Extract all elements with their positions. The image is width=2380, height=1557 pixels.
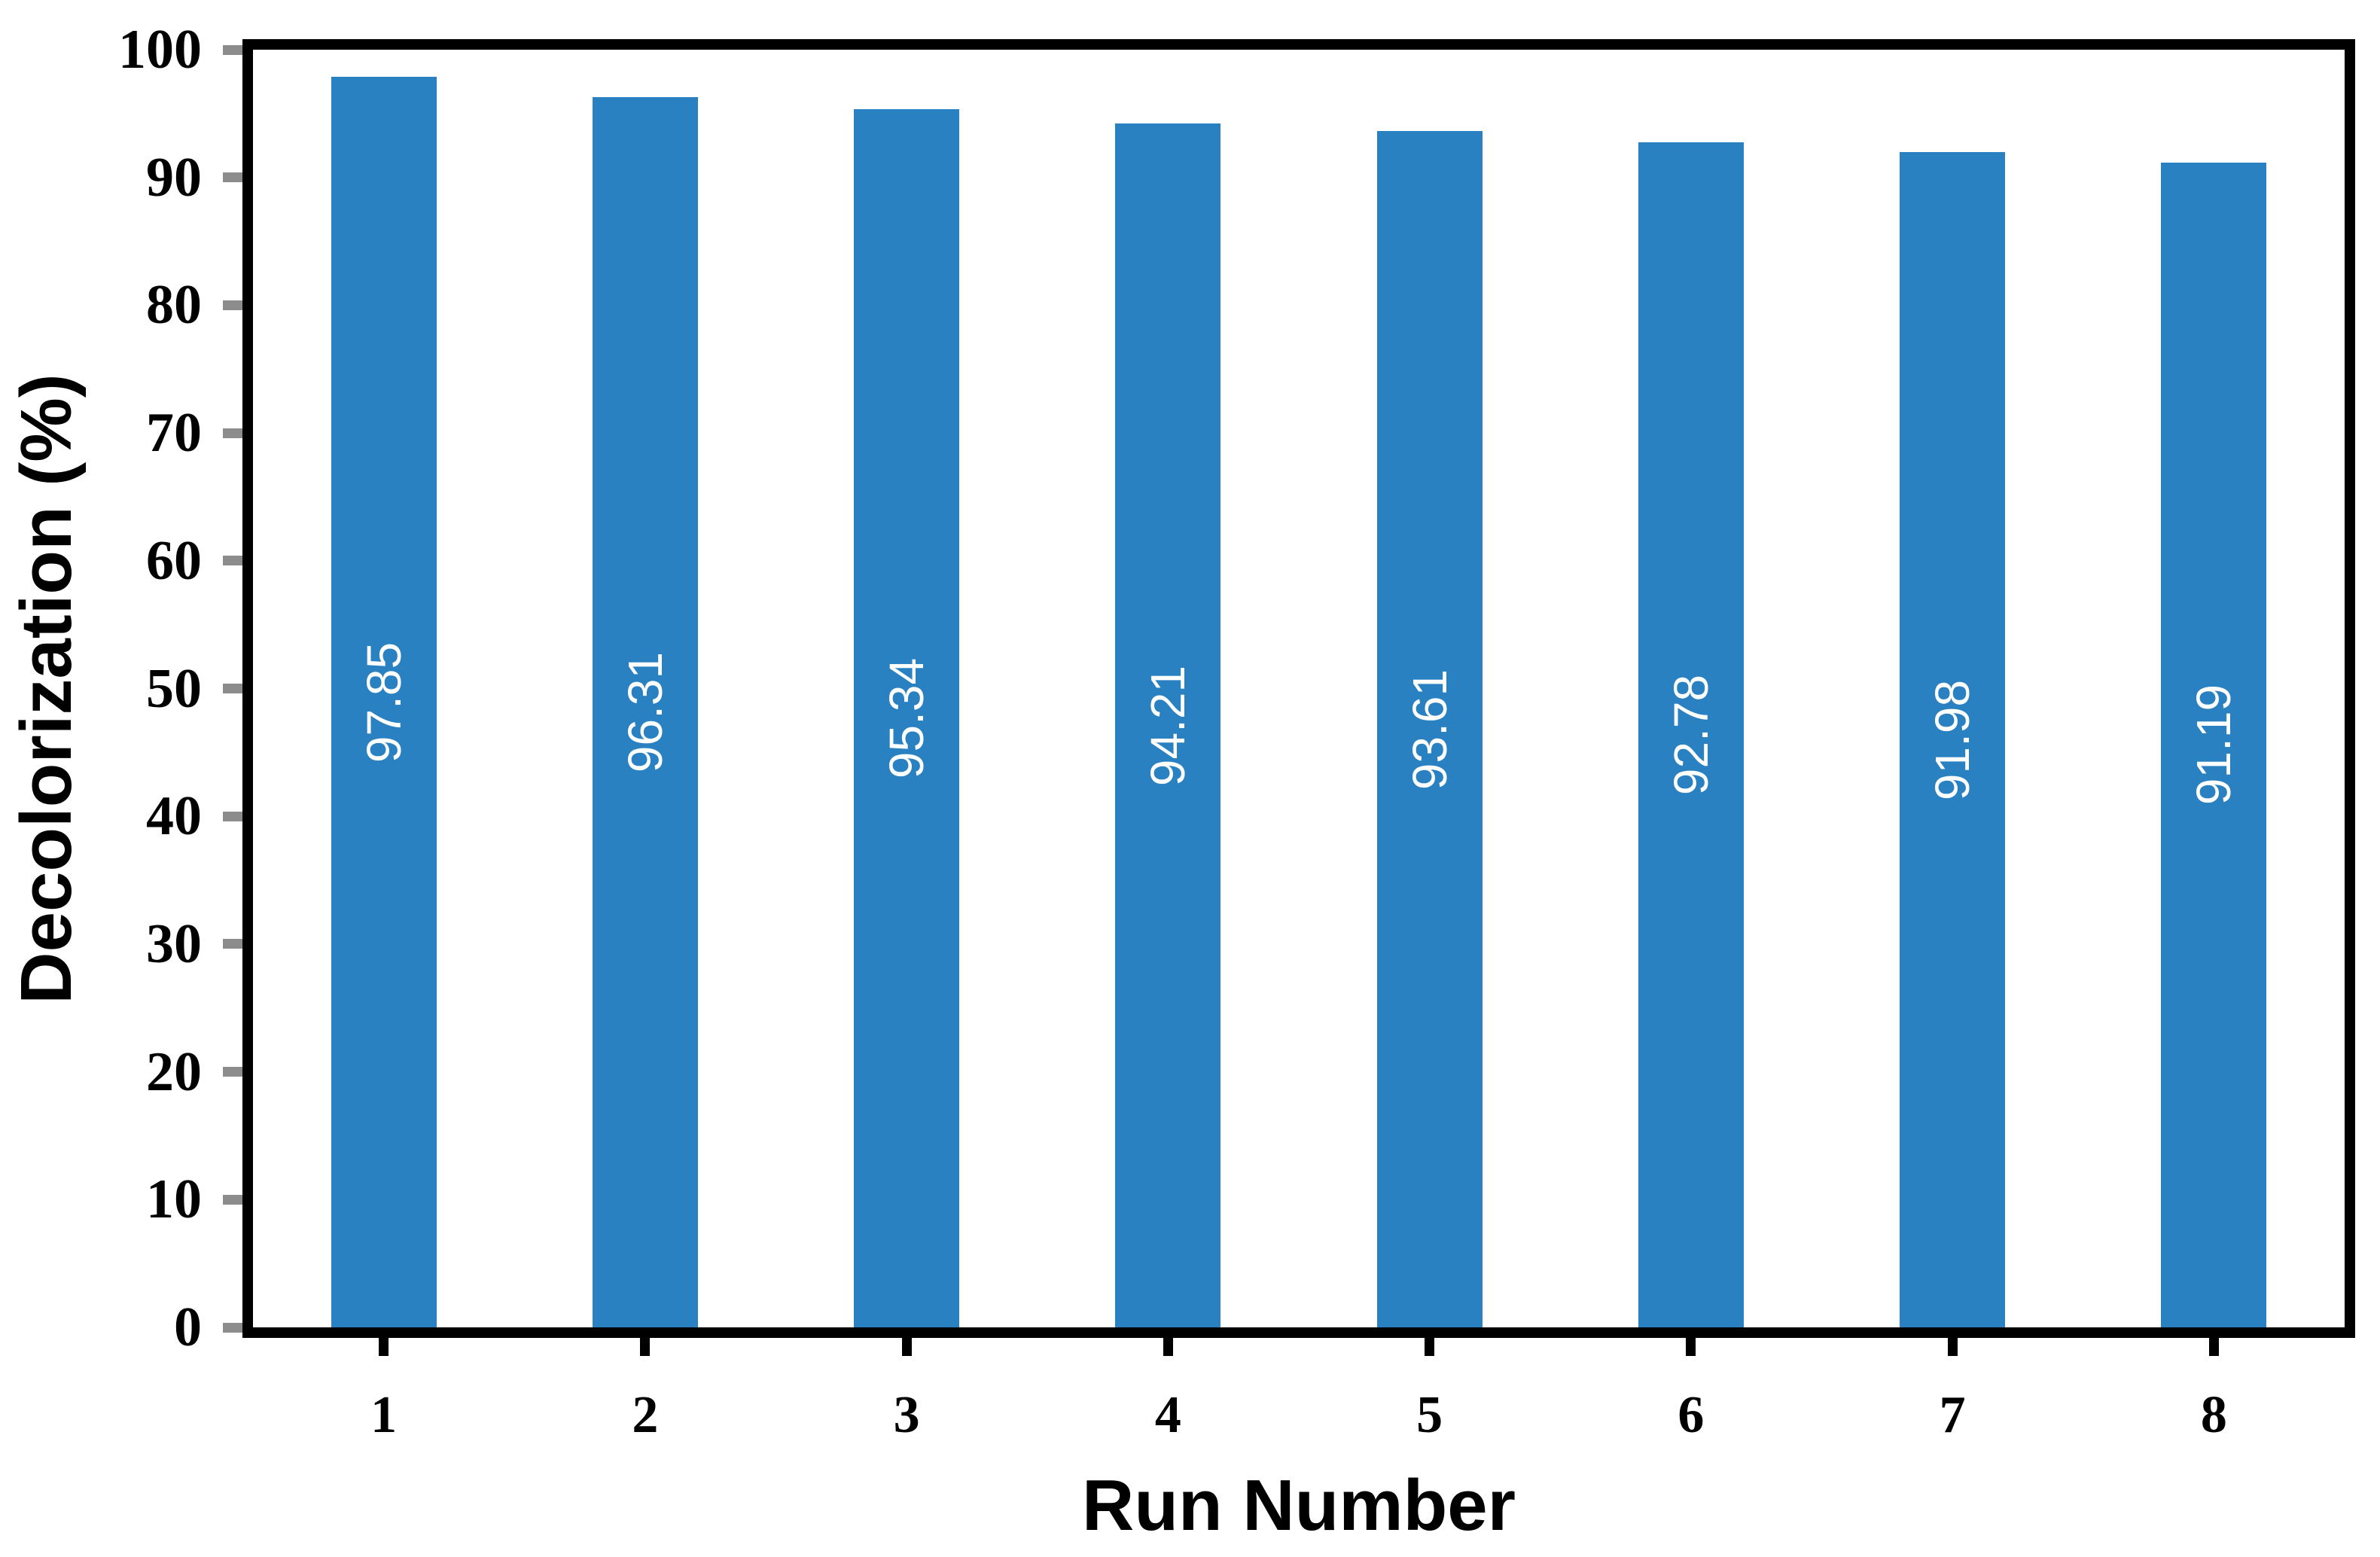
bar-value-label: 97.85 — [356, 641, 411, 763]
y-tick-mark — [223, 556, 242, 566]
y-tick-label: 100 — [118, 19, 202, 81]
y-tick-mark — [223, 428, 242, 438]
x-tick-label: 8 — [2200, 1386, 2227, 1444]
x-tick-label: 6 — [1678, 1386, 1705, 1444]
y-tick-label: 50 — [146, 657, 202, 720]
y-tick-label: 30 — [146, 913, 202, 975]
bar-value-label: 91.98 — [1925, 679, 1980, 800]
x-tick-label: 4 — [1154, 1386, 1181, 1444]
x-tick-mark — [901, 1338, 912, 1356]
bar-value-label: 92.78 — [1663, 674, 1718, 795]
y-tick-label: 10 — [146, 1169, 202, 1231]
bar — [1638, 142, 1744, 1327]
bar — [1376, 131, 1483, 1327]
bar — [2161, 162, 2267, 1327]
y-tick-mark — [223, 300, 242, 310]
plot-area-frame — [242, 39, 2355, 1338]
y-tick-mark — [223, 172, 242, 183]
bar — [1115, 123, 1221, 1327]
bar-value-label: 94.21 — [1141, 665, 1196, 786]
x-axis-title: Run Number — [1082, 1465, 1516, 1546]
x-tick-mark — [640, 1338, 651, 1356]
x-tick-mark — [2208, 1338, 2219, 1356]
y-tick-label: 60 — [146, 529, 202, 592]
y-tick-mark — [223, 811, 242, 821]
x-tick-label: 1 — [370, 1386, 398, 1444]
y-tick-mark — [223, 1067, 242, 1077]
y-tick-mark — [223, 1194, 242, 1205]
x-tick-mark — [379, 1338, 389, 1356]
bar — [331, 77, 437, 1327]
y-tick-label: 0 — [174, 1296, 202, 1358]
y-tick-mark — [223, 44, 242, 55]
bar — [854, 109, 960, 1327]
x-tick-mark — [1425, 1338, 1435, 1356]
x-tick-label: 3 — [893, 1386, 920, 1444]
x-tick-mark — [1163, 1338, 1173, 1356]
bar-value-label: 93.61 — [1402, 669, 1457, 790]
y-tick-label: 90 — [146, 146, 202, 209]
bar — [1900, 152, 2006, 1327]
y-tick-label: 70 — [146, 402, 202, 465]
y-tick-mark — [223, 939, 242, 949]
y-tick-label: 80 — [146, 274, 202, 337]
x-tick-label: 7 — [1939, 1386, 1966, 1444]
x-tick-label: 5 — [1416, 1386, 1443, 1444]
bar-value-label: 95.34 — [879, 657, 934, 779]
bar — [592, 96, 698, 1327]
bar-value-label: 91.19 — [2186, 684, 2241, 806]
x-tick-mark — [1947, 1338, 1958, 1356]
x-tick-mark — [1686, 1338, 1696, 1356]
bar-value-label: 96.31 — [617, 651, 672, 772]
y-tick-mark — [223, 684, 242, 693]
y-tick-label: 40 — [146, 785, 202, 848]
x-tick-label: 2 — [632, 1386, 659, 1444]
y-tick-mark — [223, 1322, 242, 1333]
y-tick-label: 20 — [146, 1041, 202, 1103]
